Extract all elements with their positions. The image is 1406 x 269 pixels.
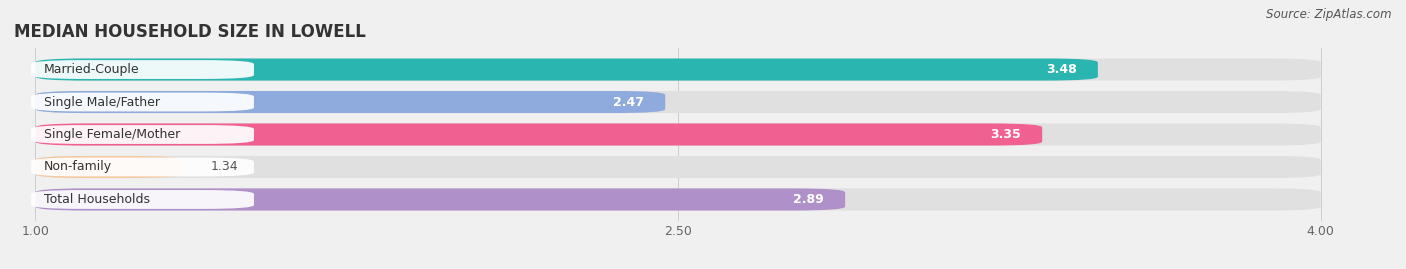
FancyBboxPatch shape [31,158,254,176]
Text: 3.35: 3.35 [990,128,1021,141]
FancyBboxPatch shape [35,156,181,178]
Text: Non-family: Non-family [44,161,112,174]
Text: Source: ZipAtlas.com: Source: ZipAtlas.com [1267,8,1392,21]
Text: Total Households: Total Households [44,193,150,206]
FancyBboxPatch shape [35,123,1042,146]
FancyBboxPatch shape [35,123,1320,146]
FancyBboxPatch shape [35,91,1320,113]
Text: 2.47: 2.47 [613,95,644,108]
Text: 2.89: 2.89 [793,193,824,206]
FancyBboxPatch shape [31,190,254,209]
FancyBboxPatch shape [31,60,254,79]
FancyBboxPatch shape [35,188,1320,211]
Text: MEDIAN HOUSEHOLD SIZE IN LOWELL: MEDIAN HOUSEHOLD SIZE IN LOWELL [14,23,366,41]
Text: Married-Couple: Married-Couple [44,63,139,76]
FancyBboxPatch shape [35,156,1320,178]
FancyBboxPatch shape [35,91,665,113]
Text: 1.34: 1.34 [211,161,239,174]
FancyBboxPatch shape [35,58,1098,81]
Text: Single Female/Mother: Single Female/Mother [44,128,180,141]
FancyBboxPatch shape [35,58,1320,81]
FancyBboxPatch shape [35,188,845,211]
Text: 3.48: 3.48 [1046,63,1077,76]
FancyBboxPatch shape [31,93,254,111]
FancyBboxPatch shape [31,125,254,144]
Text: Single Male/Father: Single Male/Father [44,95,160,108]
